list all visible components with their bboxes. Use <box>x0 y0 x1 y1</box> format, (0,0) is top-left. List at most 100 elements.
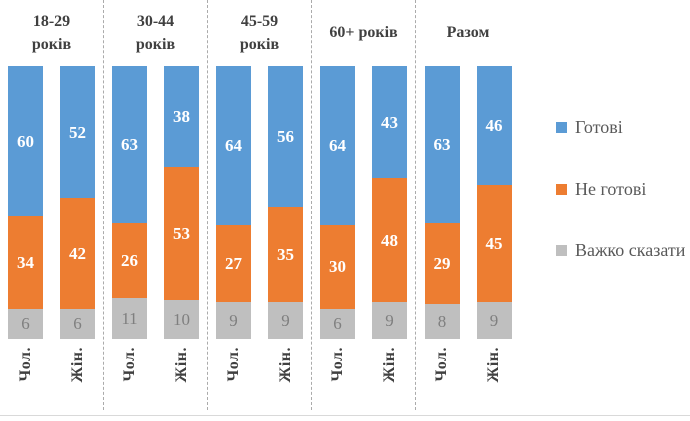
axis-label: Чол. <box>16 347 34 382</box>
bar-segment: 29 <box>424 222 460 305</box>
bar-segment: 53 <box>164 166 199 301</box>
chart-group: 18-29 років 60 34 6 52 42 6 Чол. Жін. <box>0 0 104 410</box>
segment-value: 64 <box>329 136 346 156</box>
group-bars: 60 34 6 52 42 6 <box>0 66 103 339</box>
segment-value: 11 <box>121 308 138 328</box>
bar-segment: 6 <box>320 308 355 339</box>
chart-group: 60+ років 64 30 6 43 48 9 Чол. Жін. <box>312 0 416 410</box>
bar-segment: 63 <box>424 66 460 223</box>
chart-group: 30-44 років 63 26 11 38 53 10 Чол. Жін. <box>104 0 208 410</box>
axis-label-slot: Чол. <box>216 347 251 410</box>
group-header-label: 18-29 років <box>31 12 72 53</box>
segment-value: 43 <box>381 112 398 132</box>
segment-value: 34 <box>17 252 34 272</box>
legend-label: Готові <box>575 117 623 137</box>
legend-swatch <box>556 183 567 195</box>
legend-label: Не готові <box>575 178 647 199</box>
axis-label-slot: Жін. <box>164 347 199 410</box>
axis-label: Чол. <box>224 347 242 382</box>
bar: 46 45 9 <box>476 66 512 340</box>
segment-value: 6 <box>21 314 30 334</box>
group-axis-labels: Чол. Жін. <box>312 339 415 410</box>
axis-label-slot: Чол. <box>425 347 460 410</box>
group-axis-labels: Чол. Жін. <box>104 339 207 410</box>
segment-value: 9 <box>281 311 290 330</box>
axis-label: Чол. <box>120 347 138 382</box>
bar-segment: 6 <box>60 308 95 339</box>
bar: 63 26 11 <box>112 66 147 339</box>
bar-segment: 45 <box>476 185 512 303</box>
segment-value: 26 <box>121 250 138 270</box>
group-bars: 64 30 6 43 48 9 <box>312 66 415 339</box>
bar: 64 27 9 <box>216 66 251 339</box>
axis-label: Жін. <box>276 347 294 383</box>
group-header-label: Разом <box>446 24 490 42</box>
axis-label: Жін. <box>485 347 502 383</box>
axis-label-slot: Чол. <box>112 347 147 410</box>
bar-segment: 60 <box>8 66 43 217</box>
legend-item: Готові <box>556 117 685 139</box>
legend-swatch <box>556 245 567 257</box>
chart-group: Разом 63 29 8 46 45 9 Чол. Жін. <box>416 0 520 410</box>
axis-label: Жін. <box>68 347 86 383</box>
segment-value: 63 <box>121 134 138 154</box>
bar: 38 53 10 <box>164 66 199 340</box>
segment-value: 38 <box>173 106 190 126</box>
segment-value: 8 <box>437 312 447 332</box>
segment-value: 9 <box>229 311 238 330</box>
legend-swatch <box>556 122 567 134</box>
axis-label-slot: Жін. <box>268 347 303 410</box>
bar-segment: 34 <box>8 216 43 309</box>
group-header-label: 30-44 років <box>135 12 176 53</box>
segment-value: 9 <box>385 311 394 330</box>
legend-label: Важко сказати <box>575 240 686 261</box>
axis-label: Жін. <box>172 347 190 383</box>
bar-segment: 42 <box>60 198 95 309</box>
segment-value: 63 <box>433 134 451 154</box>
bar-segment: 64 <box>216 66 251 226</box>
bar-segment: 30 <box>320 225 355 309</box>
bar-segment: 26 <box>112 222 147 298</box>
bar-segment: 10 <box>164 300 199 340</box>
group-axis-labels: Чол. Жін. <box>416 339 520 410</box>
bar-segment: 8 <box>424 304 460 339</box>
segment-value: 64 <box>225 136 242 156</box>
bar: 64 30 6 <box>320 66 355 339</box>
bar-segment: 35 <box>268 207 303 303</box>
group-bars: 64 27 9 56 35 9 <box>208 66 311 339</box>
segment-value: 27 <box>225 254 242 274</box>
bar-segment: 9 <box>216 302 251 339</box>
segment-value: 6 <box>333 314 342 334</box>
segment-value: 10 <box>173 310 190 330</box>
segment-value: 35 <box>277 245 294 265</box>
legend: Готові Не готові Важко сказати <box>556 117 685 262</box>
axis-label-slot: Жін. <box>477 347 512 410</box>
bar: 43 48 9 <box>372 66 407 339</box>
axis-label: Жін. <box>380 347 398 383</box>
segment-value: 29 <box>433 254 451 274</box>
bar-segment: 56 <box>268 66 303 208</box>
segment-value: 45 <box>485 234 503 254</box>
bar-segment: 52 <box>60 66 95 199</box>
bar-segment: 9 <box>476 302 512 340</box>
chart-group: 45-59 років 64 27 9 56 35 9 Чол. Жін. <box>208 0 312 410</box>
bar-segment: 48 <box>372 178 407 303</box>
segment-value: 56 <box>277 127 294 147</box>
axis-label: Чол. <box>433 347 450 382</box>
bar-segment: 64 <box>320 66 355 226</box>
segment-value: 60 <box>17 131 34 151</box>
group-axis-labels: Чол. Жін. <box>0 339 103 410</box>
legend-item: Важко сказати <box>556 240 685 262</box>
segment-value: 53 <box>173 223 190 243</box>
segment-value: 46 <box>485 116 503 136</box>
chart-baseline <box>0 415 690 416</box>
bar-segment: 9 <box>372 302 407 339</box>
group-header-label: 60+ років <box>329 24 398 42</box>
group-bars: 63 29 8 46 45 9 <box>416 66 520 340</box>
segment-value: 6 <box>73 314 82 334</box>
group-axis-labels: Чол. Жін. <box>208 339 311 410</box>
bar: 60 34 6 <box>8 66 43 339</box>
bar: 63 29 8 <box>424 66 460 339</box>
axis-label-slot: Чол. <box>8 347 43 410</box>
